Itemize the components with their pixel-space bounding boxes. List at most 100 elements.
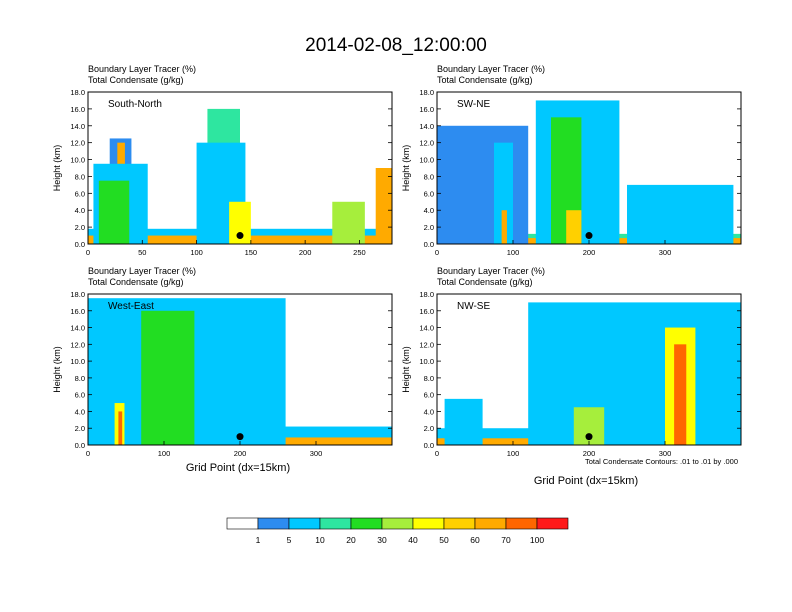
y-tick-label: 0.0	[424, 441, 434, 450]
y-tick-label: 6.0	[75, 391, 85, 400]
y-tick-label: 10.0	[70, 357, 85, 366]
panel-sw-ne: SW-NE Boundary Layer Tracer (%)Total Cond…	[401, 64, 742, 257]
colorbar-swatch	[257, 517, 290, 530]
y-tick-label: 0.0	[75, 240, 85, 249]
tracer-region	[332, 201, 365, 244]
y-tick-label: 2.0	[424, 424, 434, 433]
y-tick-label: 8.0	[75, 374, 85, 383]
panel-south-north: South-North Boundary Layer Tracer (%)Tota…	[52, 64, 393, 257]
x-tick-label: 100	[158, 449, 171, 458]
x-tick-label: 100	[507, 248, 520, 257]
location-marker	[585, 433, 593, 441]
y-tick-label: 16.0	[419, 105, 434, 114]
y-tick-label: 12.0	[419, 139, 434, 148]
tracer-region	[494, 142, 513, 244]
y-tick-label: 14.0	[419, 324, 434, 333]
y-tick-label: 14.0	[70, 324, 85, 333]
x-tick-label: 200	[299, 248, 312, 257]
tracer-region	[437, 125, 529, 244]
y-tick-label: 12.0	[70, 139, 85, 148]
x-tick-label: 150	[245, 248, 258, 257]
y-tick-label: 0.0	[75, 441, 85, 450]
contour-note: Total Condensate Contours: .01 to .01 by…	[585, 457, 738, 466]
field-label-tracer: Boundary Layer Tracer (%)	[88, 266, 196, 276]
y-tick-label: 12.0	[419, 340, 434, 349]
colorbar-swatch	[226, 517, 259, 530]
colorbar-swatch	[505, 517, 538, 530]
x-tick-label: 250	[353, 248, 366, 257]
y-tick-label: 6.0	[75, 189, 85, 198]
y-tick-label: 6.0	[424, 391, 434, 400]
x-tick-label: 300	[659, 248, 672, 257]
x-tick-label: 50	[138, 248, 146, 257]
panel-frame	[87, 91, 393, 245]
tracer-region	[566, 210, 582, 244]
y-tick-label: 4.0	[424, 206, 434, 215]
x-tick-label: 300	[659, 449, 672, 458]
y-tick-label: 6.0	[424, 189, 434, 198]
colorbar-label: 60	[470, 535, 480, 545]
figure-title: 2014-02-08_12:00:00	[305, 35, 487, 56]
y-tick-label: 4.0	[75, 206, 85, 215]
y-tick-label: 14.0	[419, 122, 434, 131]
field-label-condensate: Total Condensate (g/kg)	[88, 75, 184, 85]
x-tick-label: 0	[435, 248, 439, 257]
y-tick-label: 10.0	[419, 156, 434, 165]
y-tick-label: 4.0	[424, 407, 434, 416]
colorbar-label: 40	[408, 535, 418, 545]
colorbar-swatch	[474, 517, 507, 530]
colorbar-swatch	[381, 517, 414, 530]
y-tick-label: 18.0	[419, 88, 434, 97]
y-tick-label: 2.0	[75, 223, 85, 232]
x-tick-label: 100	[190, 248, 203, 257]
y-tick-label: 12.0	[70, 340, 85, 349]
field-label-condensate: Total Condensate (g/kg)	[88, 277, 184, 287]
colorbar-swatch	[288, 517, 321, 530]
location-marker	[236, 232, 244, 240]
x-tick-label: 100	[507, 449, 520, 458]
location-marker	[585, 232, 593, 240]
tracer-region	[98, 180, 130, 244]
x-tick-label: 0	[435, 449, 439, 458]
y-tick-label: 16.0	[70, 307, 85, 316]
colorbar-label: 30	[377, 535, 387, 545]
field-label-condensate: Total Condensate (g/kg)	[437, 277, 533, 287]
y-axis-label: Height (km)	[401, 145, 411, 192]
y-tick-label: 10.0	[70, 156, 85, 165]
colorbar-swatch	[412, 517, 445, 530]
panel-title: West-East	[108, 301, 154, 312]
y-axis-label: Height (km)	[401, 346, 411, 393]
tracer-region	[229, 201, 251, 244]
y-axis-label: Height (km)	[52, 346, 62, 393]
colorbar: 1 5 10 20 30 40 50 60 70 100	[226, 517, 569, 545]
colorbar-label: 20	[346, 535, 356, 545]
colorbar-swatch	[350, 517, 383, 530]
field-label-tracer: Boundary Layer Tracer (%)	[437, 266, 545, 276]
x-tick-label: 200	[234, 449, 247, 458]
colorbar-label: 5	[287, 535, 292, 545]
colorbar-swatch	[443, 517, 476, 530]
y-tick-label: 18.0	[419, 290, 434, 299]
tracer-region	[674, 344, 687, 445]
y-tick-label: 2.0	[75, 424, 85, 433]
tracer-region	[141, 310, 195, 445]
x-tick-label: 0	[86, 449, 90, 458]
tracer-region	[375, 168, 392, 244]
y-tick-label: 14.0	[70, 122, 85, 131]
y-tick-label: 4.0	[75, 407, 85, 416]
y-tick-label: 8.0	[75, 172, 85, 181]
y-tick-label: 16.0	[70, 105, 85, 114]
y-tick-label: 8.0	[424, 172, 434, 181]
tracer-region	[627, 184, 734, 244]
colorbar-swatch	[536, 517, 569, 530]
panel-west-east: West-East Boundary Layer Tracer (%)Total …	[52, 266, 393, 458]
y-tick-label: 16.0	[419, 307, 434, 316]
x-axis-label-right: Grid Point (dx=15km)	[534, 475, 638, 487]
tracer-region	[118, 411, 123, 445]
panel-nw-se: NW-SE Boundary Layer Tracer (%)Total Cond…	[401, 266, 742, 458]
colorbar-label: 10	[315, 535, 325, 545]
tracer-region	[444, 398, 483, 445]
y-tick-label: 2.0	[424, 223, 434, 232]
tracer-region	[501, 210, 507, 244]
